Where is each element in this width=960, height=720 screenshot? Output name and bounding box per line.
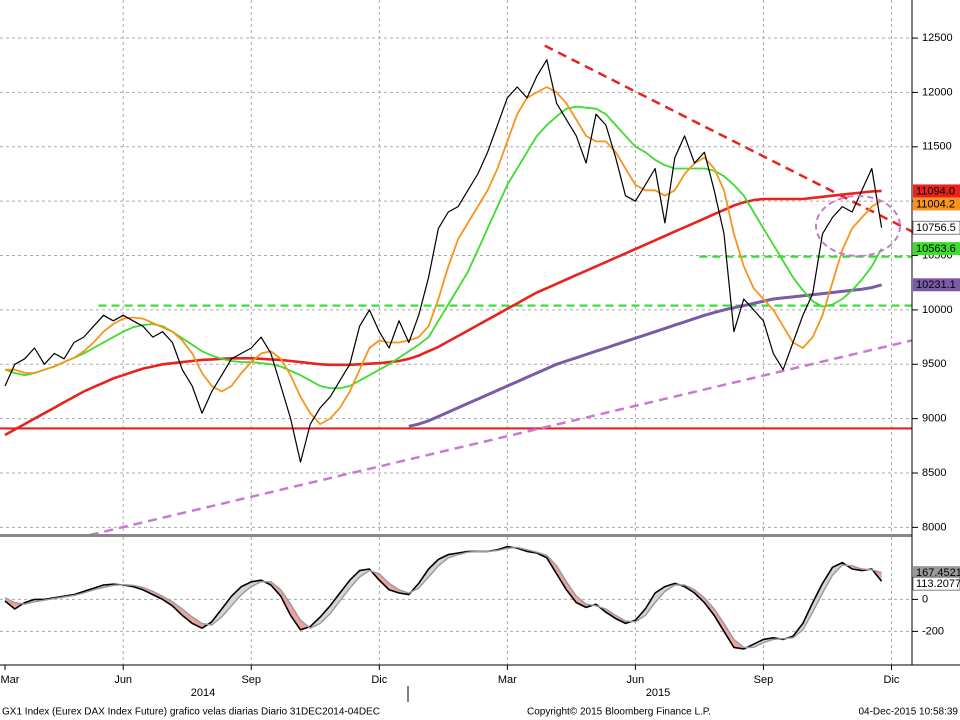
average-line [408,283,883,428]
oscillator-fill [192,617,202,629]
oscillator-fill [290,604,301,630]
oscillator-line [4,546,882,649]
last-value-label: 167.4521 [916,567,960,579]
footer-right: 04-Dec-2015 10:58:39 [858,707,958,718]
x-tick-label: Sep [241,674,261,686]
y-tick-label: 12500 [922,32,953,44]
price-line [4,59,883,463]
oscillator-fill [812,583,823,613]
last-value-label: 10231.1 [916,279,956,291]
x-tick-label: Dic [371,674,387,686]
average-line [4,189,882,437]
oscillator-fill [822,567,833,593]
line-layer [0,44,913,650]
y-tick-label: 9000 [922,413,946,425]
x-tick-label: Jun [114,674,132,686]
oscillator-fill [645,593,656,616]
oscillator-fill [221,596,232,617]
average-line [5,86,883,425]
x-tick-label: Mar [498,674,517,686]
grid-layer [0,0,918,670]
oscillator-fill [182,609,193,624]
oscillator-fill [339,580,350,601]
trend-line [89,339,913,537]
oscillator-fill [231,586,242,606]
x-tick-label: Jun [627,674,645,686]
oscillator-fill [379,573,390,590]
oscillator-fill [714,609,725,632]
oscillator-fill [566,581,577,603]
x-tick-label: Mar [1,674,20,686]
y-tick-label: 8000 [922,521,946,533]
footer-center: Copyright© 2015 Bloomberg Finance L.P. [527,707,711,718]
y-tick-label: 12000 [922,86,953,98]
y-tick-label: 8500 [922,467,946,479]
last-value-box [912,220,960,235]
x-tick-label: Sep [754,674,774,686]
last-value-label: 113.2077 [916,578,960,590]
oscillator-fill [556,565,567,590]
trend-line [544,44,913,233]
last-value-label: 10563.6 [916,243,956,255]
last-value-box [913,566,960,580]
last-value-label: 10756.5 [916,222,956,234]
label-layer: 8000850090009500100001050011000115001200… [1,32,960,686]
panel-separator [0,534,912,537]
last-value-box [912,576,960,591]
oscillator-fill [330,593,340,614]
year-label: 2015 [646,687,670,699]
x-tick-label: Dic [884,674,900,686]
oscillator-fill [655,586,665,603]
last-value-box [913,242,960,256]
oscillator-line [4,545,883,650]
last-value-box [913,197,960,211]
y-tick-label: 10000 [922,304,953,316]
oscillator-fill [320,605,331,624]
last-value-label: 11094.0 [916,185,955,197]
oscillator-fill [349,570,360,589]
oscillator-fill [724,623,734,648]
last-value-box [913,278,960,292]
oscillator-fill [241,581,252,595]
last-value-box [913,184,960,198]
last-value-label: 11004.2 [916,198,955,210]
year-label: 2014 [191,687,215,699]
y-tick-label: 0 [922,593,928,605]
footer-left: GX1 Index (Eurex DAX Index Future) grafi… [2,707,380,718]
y-tick-label: 11500 [922,141,952,153]
y-tick-label: -200 [922,625,944,637]
average-line [4,105,883,390]
oscillator-fill [428,559,439,577]
y-tick-label: 9500 [922,358,946,370]
highlight-ellipse [815,195,901,257]
